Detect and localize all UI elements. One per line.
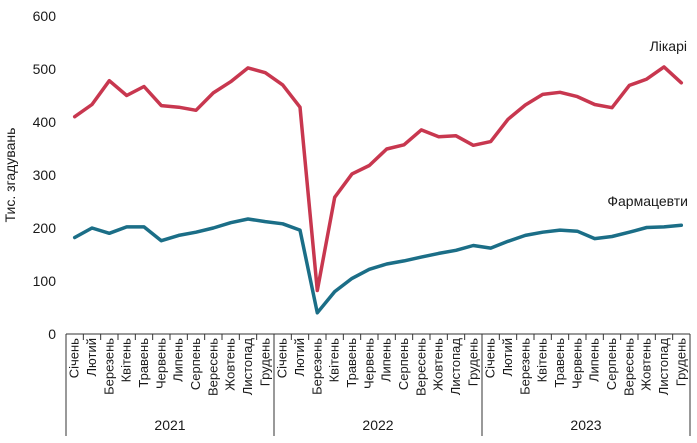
x-tick-label: Травень: [552, 338, 567, 388]
x-tick-label: Квітень: [535, 338, 550, 383]
x-tick-label: Серпень: [604, 338, 619, 390]
y-tick-label: 400: [33, 114, 57, 130]
x-tick-label: Червень: [361, 338, 376, 389]
x-tick-label: Вересень: [621, 338, 636, 396]
y-tick-label: 200: [33, 220, 57, 236]
x-tick-label: Лютий: [500, 338, 515, 376]
x-tick-label: Червень: [569, 338, 584, 389]
y-tick-label: 500: [33, 61, 57, 77]
y-tick-label: 300: [33, 167, 57, 183]
x-tick-label: Січень: [483, 338, 498, 378]
x-axis-month-labels: Січень Лютий Березень Квітень Травень Червень…: [67, 338, 689, 396]
year-label: 2022: [362, 417, 393, 433]
x-tick-label: Грудень: [465, 338, 480, 386]
x-tick-label: Листопад: [240, 338, 255, 396]
x-tick-label: Грудень: [257, 338, 272, 386]
x-tick-label: Квітень: [119, 338, 134, 383]
series-labels: Лікарі Фармацевти: [607, 38, 688, 209]
x-tick-label: Липень: [171, 338, 186, 382]
x-tick-label: Вересень: [205, 338, 220, 396]
x-tick-label: Жовтень: [223, 338, 238, 391]
y-tick-label: 0: [48, 326, 56, 342]
x-tick-label: Січень: [275, 338, 290, 378]
x-tick-label: Травень: [344, 338, 359, 388]
x-tick-label: Березень: [101, 338, 116, 395]
y-tick-label: 100: [33, 273, 57, 289]
x-tick-label: Березень: [517, 338, 532, 395]
x-tick-label: Липень: [587, 338, 602, 382]
x-tick-label: Березень: [309, 338, 324, 395]
x-tick-label: Грудень: [673, 338, 688, 386]
year-label: 2021: [154, 417, 185, 433]
x-tick-label: Січень: [67, 338, 82, 378]
y-tick-label: 600: [33, 8, 57, 24]
x-tick-label: Липень: [379, 338, 394, 382]
x-tick-label: Серпень: [396, 338, 411, 390]
series-lines: [72, 65, 684, 315]
x-tick-label: Квітень: [327, 338, 342, 383]
x-tick-label: Червень: [153, 338, 168, 389]
x-axis-year-labels: 2021 2022 2023: [154, 417, 601, 433]
x-tick-label: Листопад: [448, 338, 463, 396]
axes: [65, 333, 691, 436]
series-line-farmatsevty: [72, 217, 684, 315]
series-label-farmatsevty: Фармацевти: [607, 193, 688, 209]
series-line-likari: [72, 65, 684, 293]
year-label: 2023: [570, 417, 601, 433]
x-tick-label: Вересень: [413, 338, 428, 396]
x-tick-label: Лютий: [84, 338, 99, 376]
x-tick-label: Серпень: [188, 338, 203, 390]
x-tick-label: Жовтень: [431, 338, 446, 391]
series-label-likari: Лікарі: [650, 38, 687, 54]
y-axis-label: Тис. згадувань: [2, 128, 18, 223]
x-tick-label: Травень: [136, 338, 151, 388]
x-tick-label: Жовтень: [639, 338, 654, 391]
x-tick-label: Лютий: [292, 338, 307, 376]
y-axis-ticks: 0 100 200 300 400 500 600: [33, 8, 57, 342]
x-tick-label: Листопад: [656, 338, 671, 396]
